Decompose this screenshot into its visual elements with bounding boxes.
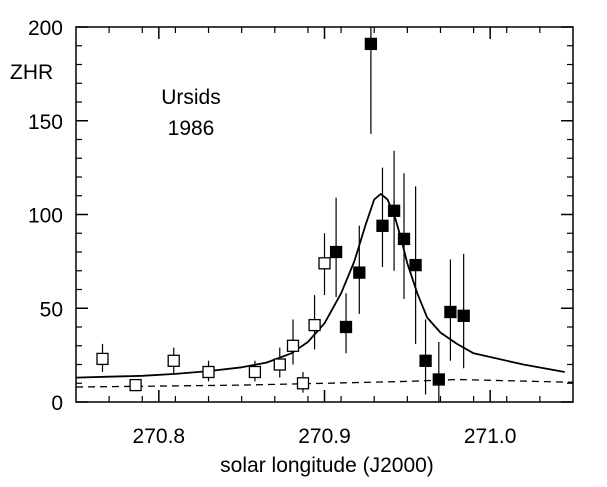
annotation-ursids: Ursids (161, 86, 221, 109)
x-tick-label: 270.9 (298, 425, 351, 448)
open-square-point (273, 358, 286, 371)
open-square-point (308, 318, 321, 332)
open-square-point (202, 365, 215, 379)
filled-square-point (339, 320, 353, 334)
open-square-point (248, 365, 262, 379)
y-tick-label: 100 (28, 205, 63, 228)
annotation-1986: 1986 (168, 117, 215, 140)
error-bar-layer (101, 27, 465, 402)
y-tick-label: 200 (28, 17, 63, 40)
y-tick-label: 150 (28, 111, 63, 134)
filled-square-point (387, 204, 401, 217)
data-point-layer (96, 37, 470, 392)
y-axis-label: ZHR (10, 61, 53, 84)
filled-square-point (432, 373, 445, 386)
fit-model-line (75, 192, 565, 379)
filled-square-point (376, 219, 389, 232)
model-fit-curve-layer (75, 192, 565, 379)
x-axis-label: solar longitude (J2000) (220, 454, 434, 477)
open-square-point (296, 377, 310, 390)
filled-square-point (457, 309, 470, 322)
open-square-point (286, 339, 300, 352)
filled-square-point (397, 232, 411, 246)
open-square-point (129, 378, 142, 392)
filled-square-point (353, 266, 366, 279)
y-tick-label: 50 (40, 298, 63, 321)
open-square-point (318, 257, 331, 270)
x-tick-label: 271.0 (464, 425, 517, 448)
background-model-line (75, 378, 574, 388)
filled-square-point (419, 354, 432, 367)
x-tick-label: 270.8 (133, 425, 186, 448)
filled-square-point (329, 245, 343, 259)
y-tick-label: 0 (51, 392, 63, 415)
tick-layer: 0 50 100 150 200 270.8 270.9 271.0 (28, 17, 573, 448)
open-square-point (96, 352, 109, 366)
plot-frame (75, 26, 574, 403)
filled-square-point (444, 305, 457, 319)
filled-square-point (364, 37, 378, 51)
open-square-point (167, 354, 180, 367)
filled-square-point (409, 258, 422, 272)
model-background-curve-layer (75, 378, 574, 388)
